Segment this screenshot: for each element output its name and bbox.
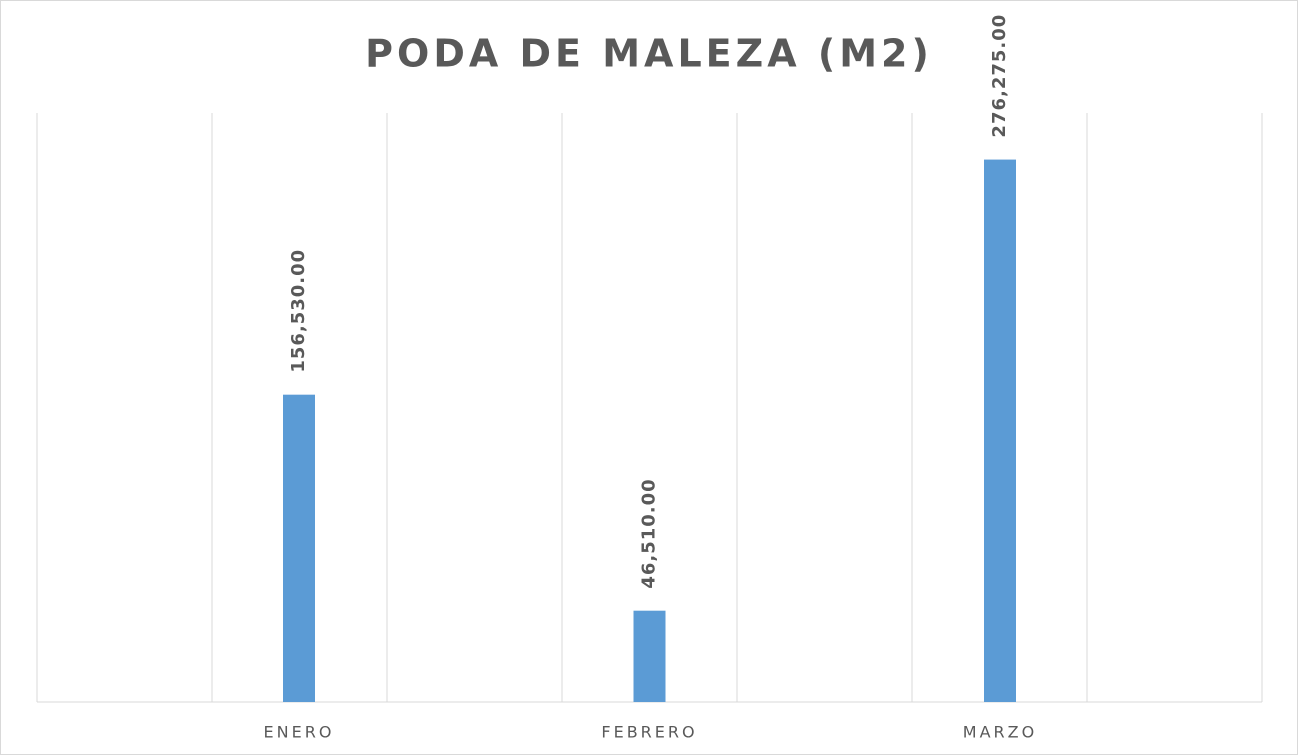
bar (633, 610, 666, 702)
chart-title: PODA DE MALEZA (M2) (365, 32, 933, 76)
vertical-gridlines (36, 113, 1263, 702)
bar (984, 159, 1016, 702)
x-tick-label: FEBRERO (601, 723, 697, 742)
x-tick-label: ENERO (264, 723, 335, 742)
data-label: 276,275.00 (989, 14, 1010, 138)
data-label: 156,530.00 (288, 249, 309, 373)
x-tick-label: MARZO (963, 723, 1037, 742)
bar (283, 394, 315, 702)
data-label: 46,510.00 (639, 478, 660, 588)
